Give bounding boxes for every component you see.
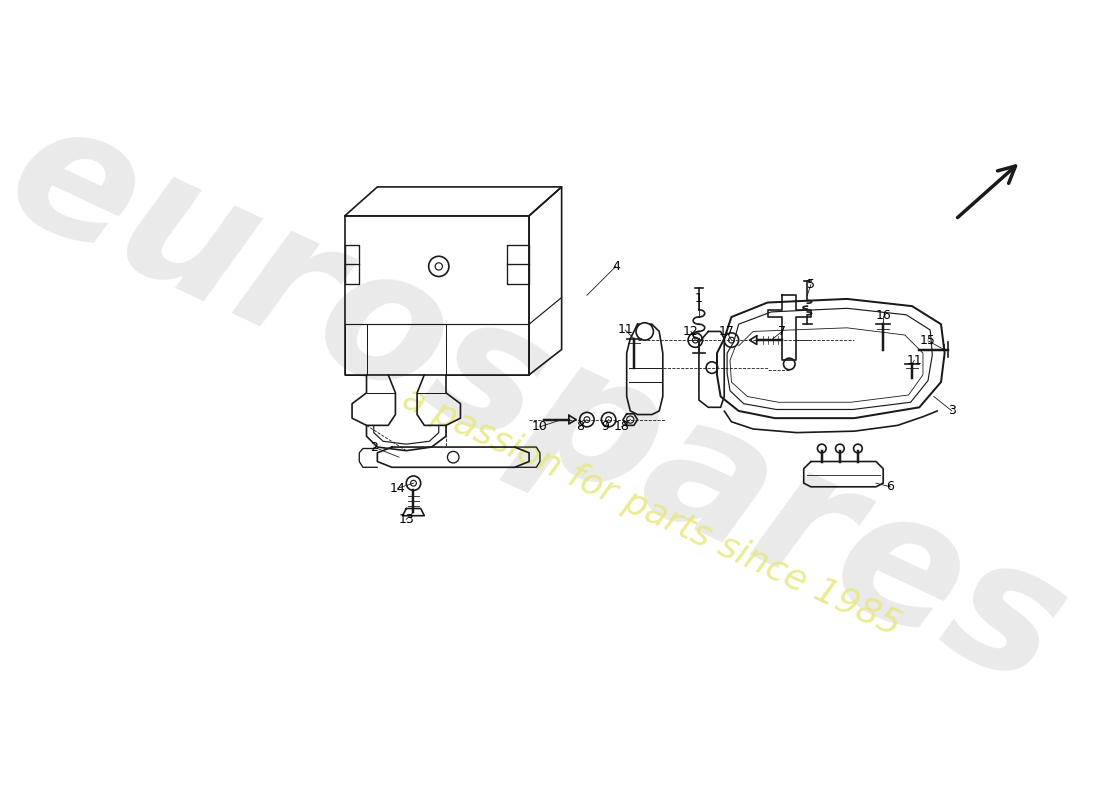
Circle shape [636, 322, 653, 340]
Text: 2: 2 [370, 441, 377, 454]
Text: 14: 14 [389, 482, 406, 494]
Text: 1: 1 [695, 293, 703, 306]
Text: 16: 16 [876, 309, 891, 322]
Text: 5: 5 [807, 278, 815, 291]
Text: 8: 8 [575, 420, 584, 434]
Circle shape [836, 444, 844, 453]
Text: 9: 9 [601, 420, 609, 434]
Text: 17: 17 [718, 325, 735, 338]
Text: 11: 11 [906, 354, 922, 367]
Text: 10: 10 [532, 420, 548, 434]
Circle shape [817, 444, 826, 453]
Text: a passion for parts since 1985: a passion for parts since 1985 [397, 382, 906, 643]
Text: 4: 4 [612, 260, 619, 273]
Text: 18: 18 [614, 420, 629, 434]
Text: 3: 3 [948, 405, 956, 418]
Text: 7: 7 [778, 325, 786, 338]
Text: 15: 15 [920, 334, 936, 347]
Text: 11: 11 [617, 323, 634, 337]
Text: 12: 12 [683, 325, 698, 338]
Text: 13: 13 [398, 513, 414, 526]
Text: 6: 6 [887, 480, 894, 494]
Circle shape [854, 444, 862, 453]
Text: eurospares: eurospares [0, 83, 1090, 725]
